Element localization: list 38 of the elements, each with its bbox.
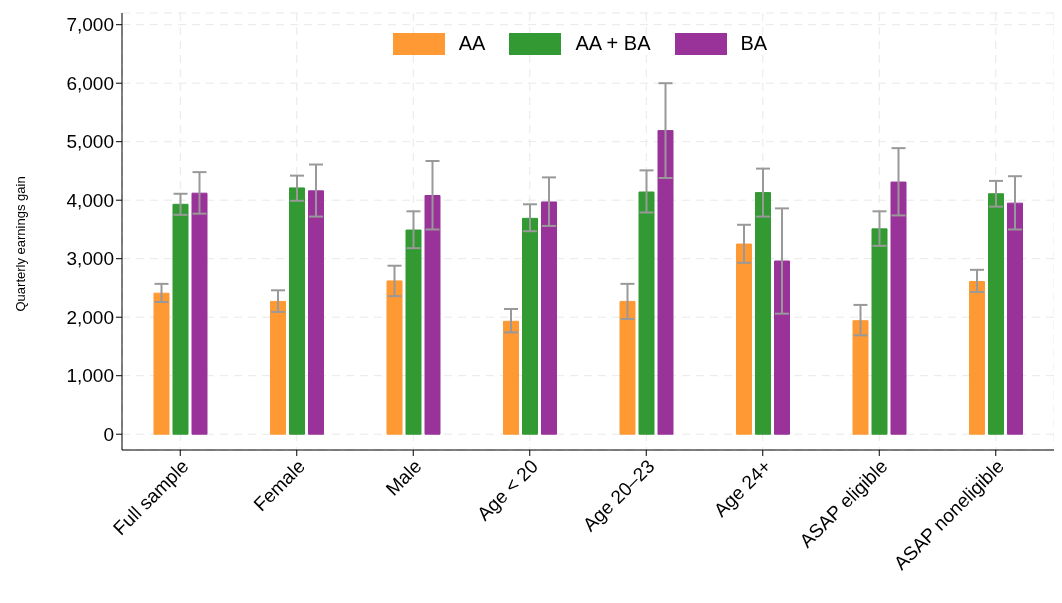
bar [657,130,674,435]
bar [541,201,557,435]
bar [988,193,1004,435]
bar [755,192,771,435]
y-tick-label: 4,000 [66,189,114,211]
legend-label: AA [458,32,486,55]
y-tick-label: 2,000 [66,306,114,328]
bar [424,195,441,435]
bar [405,229,422,435]
x-tick-label: Age 24+ [709,455,776,521]
bar [871,228,888,435]
legend-label: AA + BA [575,32,651,55]
x-tick-label: Age < 20 [473,455,543,525]
y-tick-label: 6,000 [66,72,114,94]
bar [522,217,538,435]
bar [852,320,869,435]
bar [638,191,655,435]
y-tick-label: 7,000 [66,14,114,36]
bar [386,280,403,435]
bar [289,187,305,435]
bar [619,300,636,435]
y-tick-label: 3,000 [66,248,114,270]
bar [890,181,907,435]
bar [270,300,286,435]
bar [774,260,790,435]
bar [1007,202,1023,435]
bar [308,190,324,435]
bar [172,203,189,435]
bar [969,281,985,435]
bar [736,243,752,435]
bar [153,292,170,435]
y-axis-title: Quarterly earnings gain [12,176,28,312]
y-tick-label: 1,000 [66,365,114,387]
y-tick-label: 0 [103,423,114,445]
y-tick-label: 5,000 [66,131,114,153]
bar [503,320,519,435]
bar [191,192,208,435]
legend-label: BA [740,32,768,55]
